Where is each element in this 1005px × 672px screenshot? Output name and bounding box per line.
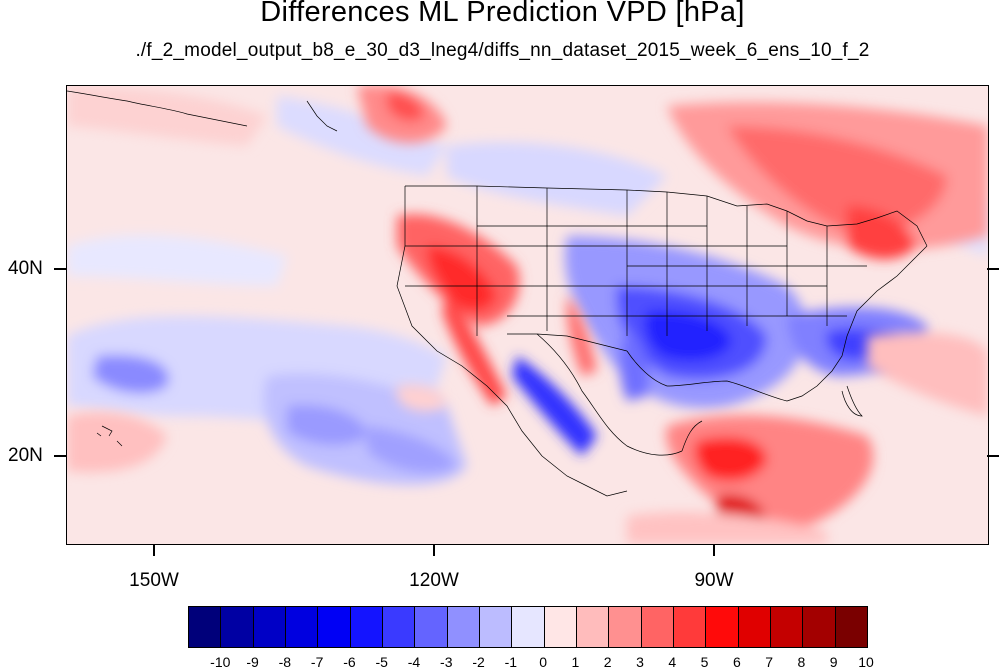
lon-label-150w: 150W [129, 570, 179, 591]
colorbar-box [253, 607, 286, 647]
colorbar-box [770, 607, 804, 647]
colorbar-label: -9 [246, 654, 259, 670]
colorbar-label: 9 [829, 654, 838, 670]
colorbar-label: 3 [636, 654, 644, 670]
lon-label-90w: 90W [694, 570, 734, 591]
geographic-boundaries [67, 90, 928, 497]
colorbar-box [609, 607, 642, 647]
colorbar-box [479, 607, 513, 647]
colorbar-label: -1 [504, 654, 518, 670]
colorbar-box [189, 607, 222, 647]
colorbar-label: 8 [797, 654, 806, 670]
colorbar-box [706, 607, 739, 647]
tick-lon-90w [713, 544, 715, 556]
colorbar-box [576, 607, 610, 647]
map-field [67, 86, 988, 544]
map-title: Differences ML Prediction VPD [hPa] [260, 0, 745, 28]
colorbar-label: -8 [278, 654, 292, 670]
tick-lat-20n-right [987, 455, 999, 457]
tick-lat-40n-right [987, 268, 999, 270]
tick-lon-120w [433, 544, 435, 556]
colorbar-label: 5 [700, 654, 709, 670]
colorbar-label: 0 [539, 654, 548, 670]
lon-label-120w: 120W [409, 570, 459, 591]
colorbar-box [447, 607, 480, 647]
colorbar-box [803, 607, 836, 647]
colorbar-box [738, 607, 771, 647]
colorbar-label: -5 [375, 654, 388, 670]
colorbar [188, 606, 868, 648]
map-subtitle: ./f_2_model_output_b8_e_30_d3_lneg4/diff… [135, 40, 870, 61]
tick-lat-40n [54, 268, 66, 270]
colorbar-box [415, 607, 448, 647]
colorbar-box [285, 607, 319, 647]
colorbar-box [350, 607, 383, 647]
tick-lon-150w [153, 544, 155, 556]
colorbar-box [673, 607, 707, 647]
colorbar-box [641, 607, 674, 647]
colorbar-label: -2 [472, 654, 485, 670]
colorbar-label: -3 [440, 654, 453, 670]
colorbar-label: 2 [603, 654, 612, 670]
colorbar-box [318, 607, 351, 647]
colorbar-label: -6 [343, 654, 356, 670]
colorbar-label: 6 [732, 654, 741, 670]
colorbar-label: -10 [210, 654, 231, 670]
positive-field [67, 86, 988, 544]
colorbar-box [221, 607, 254, 647]
vpd-difference-map [67, 86, 988, 544]
colorbar-box [835, 607, 867, 647]
lat-label-20n: 20N [8, 445, 43, 466]
colorbar-box [512, 607, 545, 647]
colorbar-box [544, 607, 577, 647]
lat-label-40n: 40N [8, 258, 43, 279]
colorbar-label: 4 [668, 654, 677, 670]
colorbar-label: 10 [858, 654, 874, 670]
colorbar-label: -4 [407, 654, 421, 670]
colorbar-label: 7 [765, 654, 774, 670]
tick-lat-20n [54, 455, 66, 457]
colorbar-label: 1 [571, 654, 580, 670]
colorbar-label: -7 [310, 654, 324, 670]
colorbar-box [382, 607, 416, 647]
